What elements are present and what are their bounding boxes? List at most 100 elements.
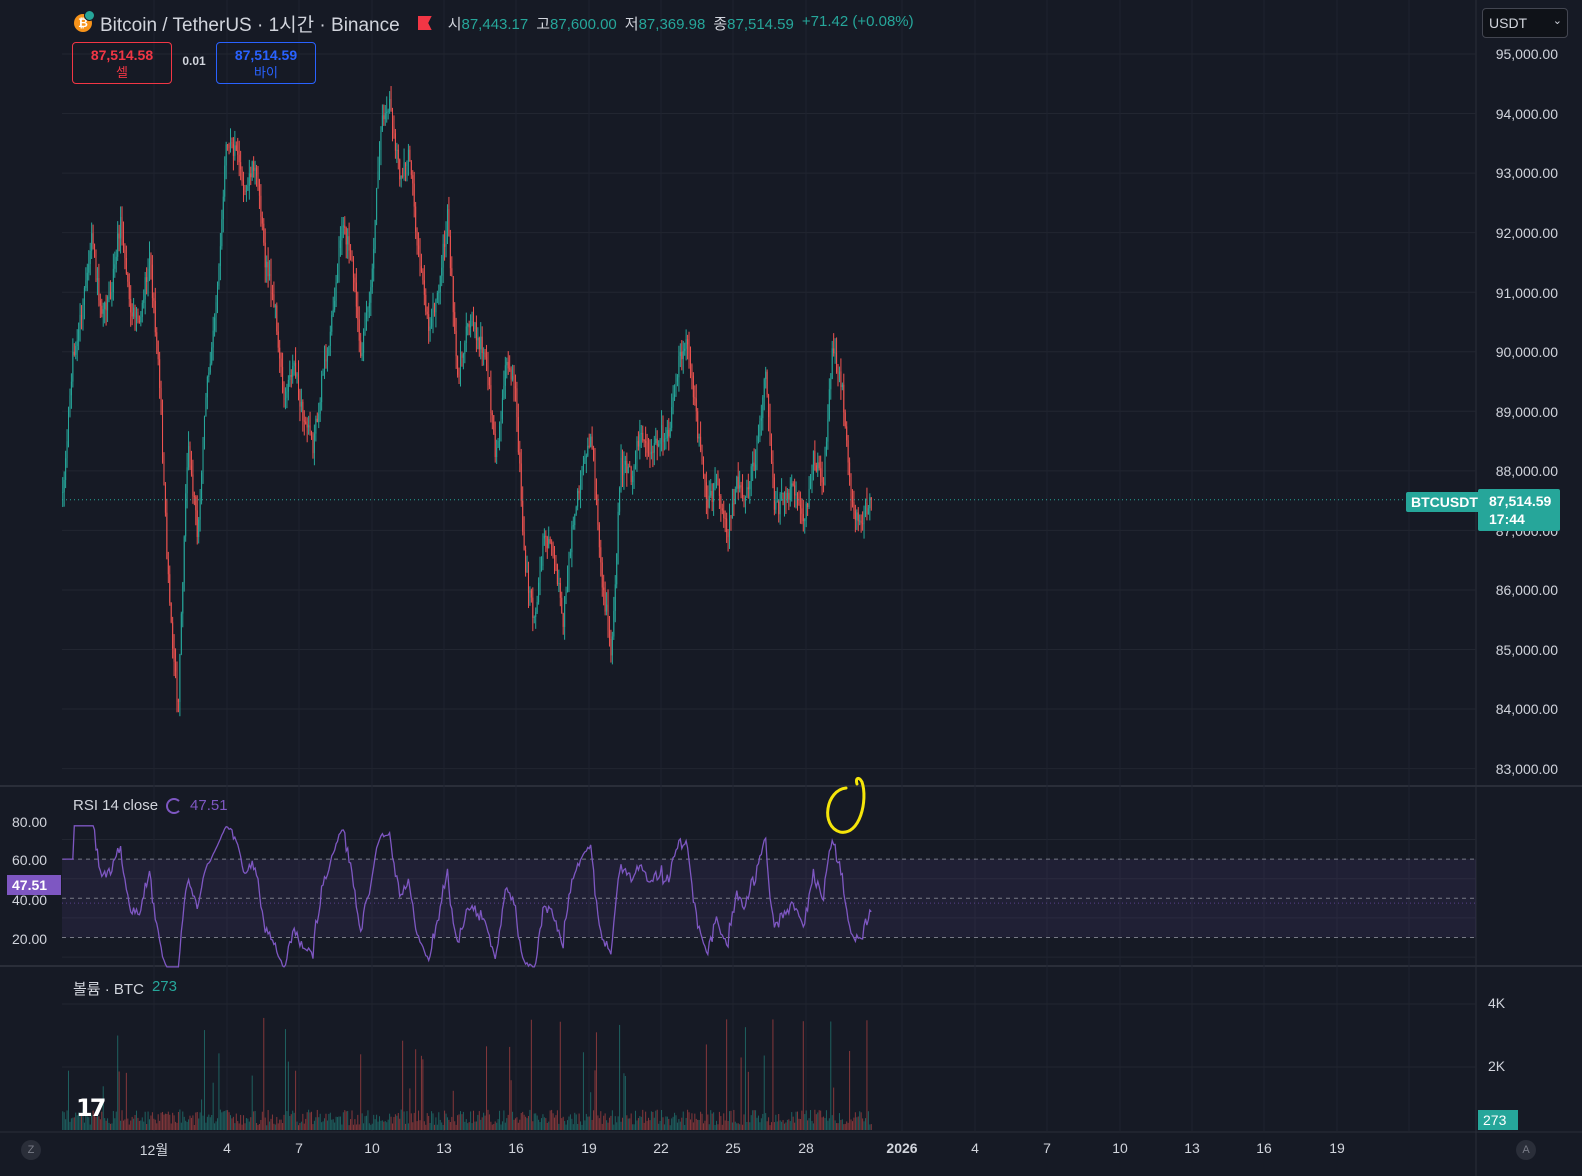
volume-bar	[367, 1110, 369, 1130]
candle-body	[269, 273, 271, 277]
candle-body	[791, 483, 793, 488]
flag-icon[interactable]	[417, 16, 432, 30]
volume-bar	[225, 1110, 227, 1130]
tradingview-logo[interactable]: 17	[76, 1094, 106, 1122]
close-label: 종	[713, 15, 728, 33]
candle-body	[102, 309, 104, 314]
candle-body	[620, 457, 622, 488]
volume-bar	[704, 1120, 706, 1130]
chart-header: ₿ Bitcoin / TetherUS · 1시간 · Binance 시87…	[74, 10, 914, 36]
volume-bar	[151, 1112, 153, 1130]
candle-body	[708, 495, 710, 508]
candle-body	[104, 302, 106, 310]
volume-bar	[319, 1113, 321, 1130]
candle-body	[260, 195, 262, 217]
candle-body	[617, 511, 619, 554]
volume-bar	[360, 1054, 362, 1130]
candle-body	[383, 115, 385, 120]
candle-body	[212, 330, 214, 348]
volume-bar	[322, 1121, 324, 1130]
candle-body	[203, 416, 205, 440]
volume-bar	[773, 1122, 775, 1130]
volume-bar	[828, 1118, 830, 1130]
candle-body	[805, 503, 807, 519]
volume-bar	[483, 1112, 485, 1130]
volume-bar	[604, 1113, 606, 1130]
volume-bar	[96, 1116, 98, 1130]
candle-body	[135, 312, 137, 318]
symbol-title[interactable]: Bitcoin / TetherUS · 1시간 · Binance	[100, 14, 400, 36]
volume-bar	[438, 1112, 440, 1130]
candle-body	[558, 582, 560, 584]
volume-bar	[662, 1117, 664, 1130]
candle-body	[156, 332, 158, 341]
candle-body	[394, 133, 396, 151]
candle-body	[251, 161, 253, 178]
volume-bar	[769, 1125, 771, 1130]
candle-body	[405, 162, 407, 167]
currency-select[interactable]: USDT ⌄	[1482, 8, 1568, 38]
buy-button[interactable]: 87,514.59 바이	[216, 42, 316, 84]
volume-bar	[617, 1116, 619, 1130]
volume-bar	[772, 1019, 774, 1130]
candle-body	[337, 274, 339, 283]
candle-body	[296, 373, 298, 377]
candle-body	[141, 302, 143, 317]
candle-body	[162, 414, 164, 463]
refresh-icon[interactable]	[166, 797, 183, 814]
volume-bar	[684, 1124, 686, 1130]
candle-body	[523, 531, 525, 550]
candle-body	[89, 250, 91, 265]
volume-bar	[212, 1082, 214, 1130]
candle-body	[75, 345, 77, 355]
volume-bar	[63, 1112, 65, 1130]
candle-body	[623, 464, 625, 476]
volume-legend[interactable]: 볼륨 · BTC 273	[73, 978, 177, 999]
volume-bar	[812, 1123, 814, 1130]
volume-bar	[166, 1114, 168, 1130]
candle-body	[588, 445, 590, 447]
volume-bar	[186, 1121, 188, 1130]
volume-bar	[569, 1114, 571, 1130]
candle-body	[649, 453, 651, 455]
candle-body	[455, 330, 457, 357]
candle-body	[238, 154, 240, 163]
volume-bar	[820, 1110, 822, 1130]
volume-bar	[853, 1117, 855, 1130]
auto-scale-button[interactable]: A	[1516, 1140, 1536, 1160]
sell-button[interactable]: 87,514.58 셀	[72, 42, 172, 84]
volume-bar	[231, 1118, 233, 1130]
volume-bar	[237, 1121, 239, 1130]
candle-body	[578, 490, 580, 494]
volume-bar	[475, 1121, 477, 1130]
candle-body	[519, 452, 521, 464]
candle-body	[645, 441, 647, 443]
volume-bar	[274, 1124, 276, 1130]
candle-body	[788, 492, 790, 500]
volume-bar	[306, 1112, 308, 1130]
date-tick: 10	[1112, 1140, 1128, 1156]
volume-bar	[590, 1092, 592, 1130]
volume-bar	[241, 1124, 243, 1130]
candle-body	[115, 256, 117, 265]
volume-bar	[374, 1119, 376, 1130]
candle-body	[652, 451, 654, 453]
volume-bar	[669, 1125, 671, 1130]
candle-body	[830, 378, 832, 390]
rsi-legend[interactable]: RSI 14 close 47.51	[73, 797, 228, 814]
candle-body	[439, 275, 441, 293]
volume-bar	[202, 1115, 204, 1130]
candle-body	[603, 587, 605, 591]
volume-bar	[433, 1124, 435, 1130]
volume-bar	[507, 1114, 509, 1130]
volume-bar	[610, 1115, 612, 1130]
chevron-down-icon: ⌄	[1552, 15, 1562, 27]
candle-body	[802, 513, 804, 522]
zoom-reset-button[interactable]: Z	[21, 1140, 41, 1160]
volume-bar	[324, 1118, 326, 1130]
candle-body	[804, 518, 806, 522]
date-tick: 25	[725, 1140, 741, 1156]
candle-body	[569, 552, 571, 556]
